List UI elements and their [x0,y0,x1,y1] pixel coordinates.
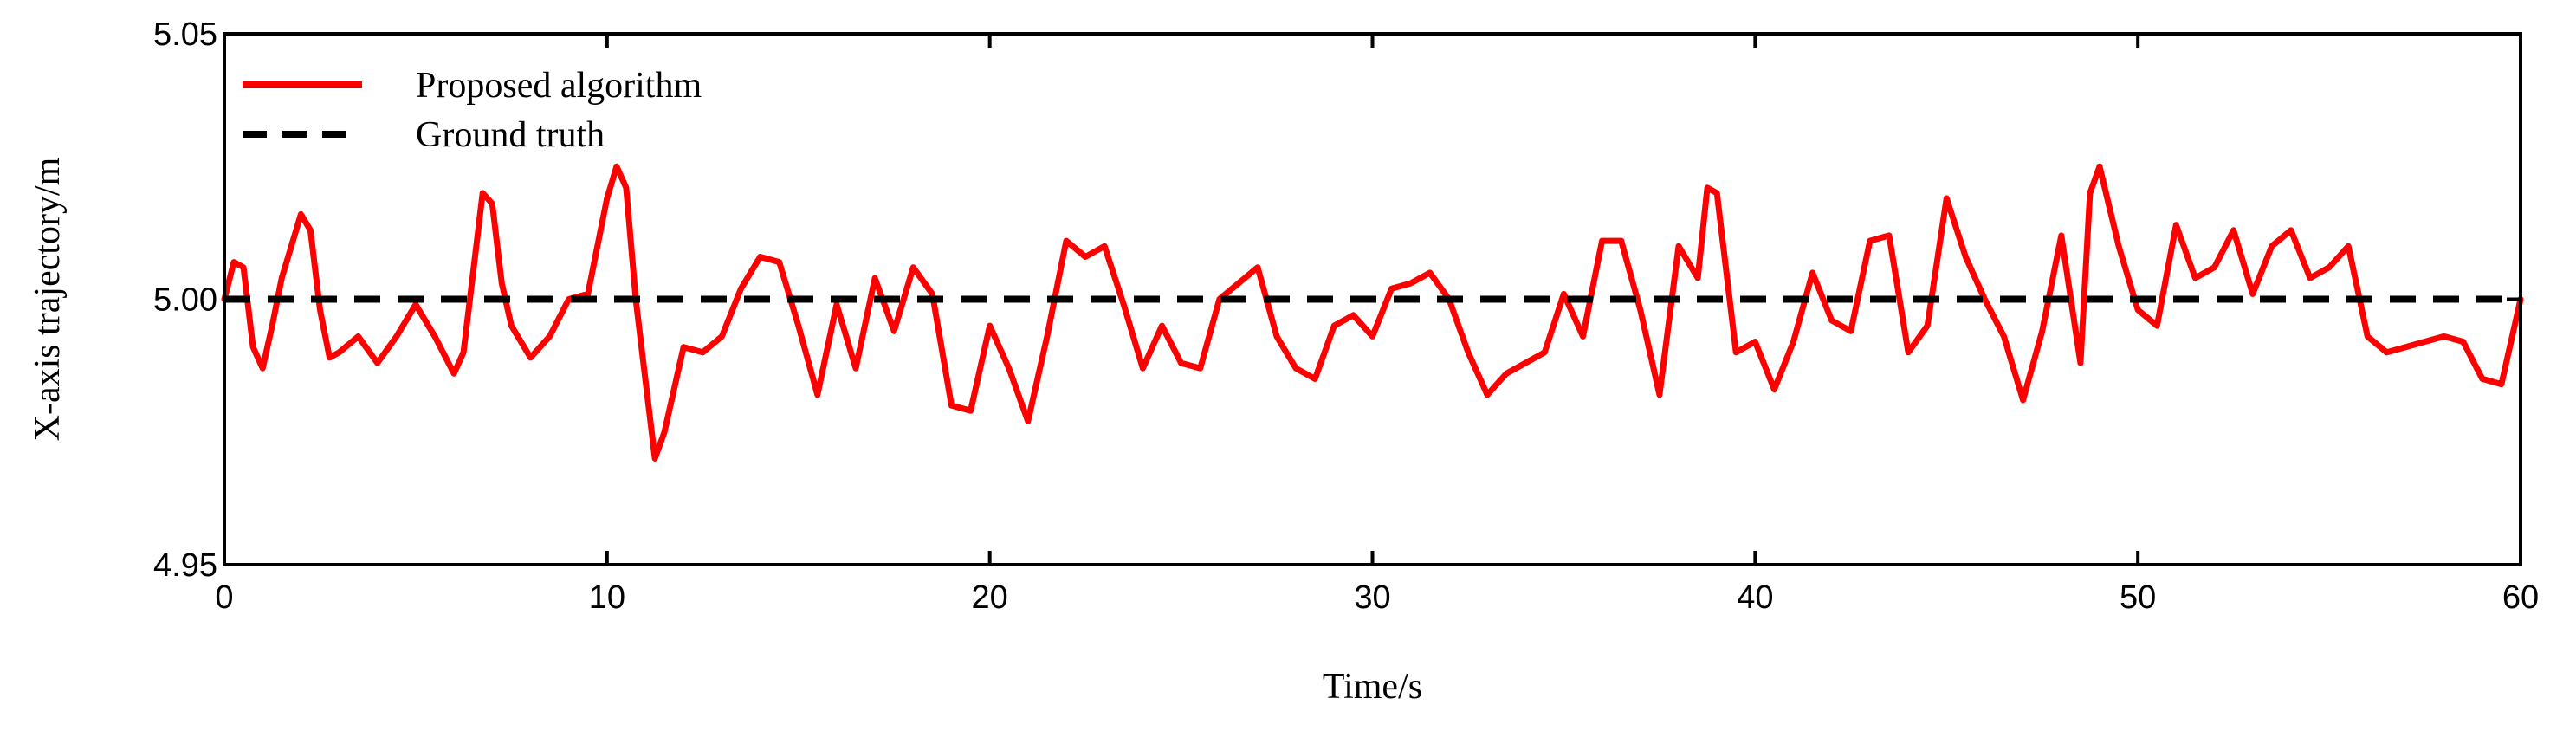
y-tick-label: 4.95 [153,547,217,584]
series-line-proposed-algorithm [221,163,2524,462]
x-tick-label: 50 [2120,579,2156,616]
y-axis-title: X-axis trajectory/m [28,157,68,441]
legend-label: Proposed algorithm [416,66,702,106]
x-tick-label: 0 [215,579,233,616]
x-axis-title: Time/s [1323,667,1422,707]
plot-area [221,163,2524,462]
y-tick-label: 5.05 [153,16,217,53]
x-tick-label: 10 [589,579,625,616]
x-tick-label: 40 [1737,579,1773,616]
x-tick-label: 60 [2502,579,2539,616]
x-tick-label: 30 [1354,579,1390,616]
y-tick-label: 5.00 [153,282,217,319]
axes: 0 10 20 30 40 50 60 4.95 5.00 5.05 [153,16,2539,616]
legend: Proposed algorithm Ground truth [243,66,702,155]
x-tick-label: 20 [972,579,1008,616]
legend-label: Ground truth [416,115,605,155]
